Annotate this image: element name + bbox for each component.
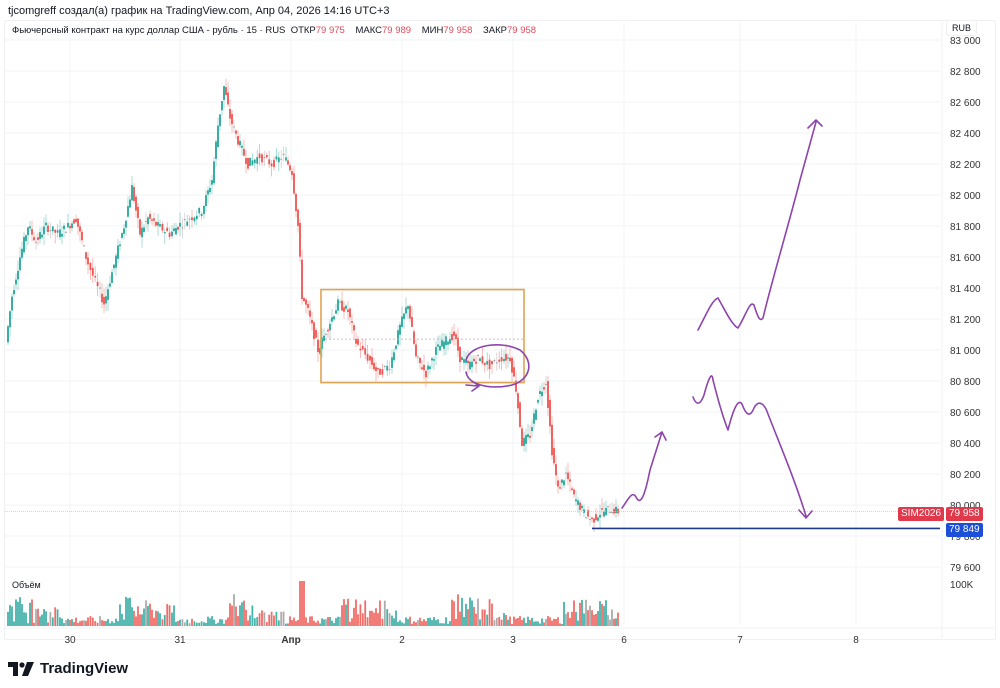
consolidation-circle (465, 344, 530, 392)
svg-text:Апр: Апр (281, 635, 300, 646)
svg-text:31: 31 (174, 635, 186, 646)
svg-text:6: 6 (621, 635, 627, 646)
close-label: ЗАКР (483, 25, 507, 36)
chart-credit: tjcomgreff создал(а) график на TradingVi… (8, 5, 390, 17)
svg-text:81 400: 81 400 (950, 284, 981, 295)
svg-text:8: 8 (853, 635, 859, 646)
open-label: ОТКР (290, 25, 316, 36)
svg-text:80 600: 80 600 (950, 408, 981, 419)
symbol-legend: Фьючерсный контракт на курс доллар США -… (12, 25, 544, 36)
svg-text:79 600: 79 600 (950, 563, 981, 574)
svg-text:81 600: 81 600 (950, 253, 981, 264)
svg-text:81 200: 81 200 (950, 315, 981, 326)
svg-text:79 800: 79 800 (950, 532, 981, 543)
currency-badge[interactable]: RUB (946, 20, 978, 36)
low-value: 79 958 (443, 25, 473, 36)
tradingview-logo-icon (8, 661, 34, 676)
candles (7, 78, 619, 532)
chart-frame (4, 20, 996, 640)
low-label: МИН (421, 25, 444, 36)
volume-bars (7, 581, 619, 626)
horizontal-line-price-tag: 79 849 (946, 523, 983, 537)
svg-text:80 200: 80 200 (950, 470, 981, 481)
svg-text:82 200: 82 200 (950, 160, 981, 171)
high-label: МАКС (355, 25, 383, 36)
bullish-scenario-arrow (697, 119, 823, 331)
svg-text:83 000: 83 000 (950, 36, 981, 47)
svg-text:80 000: 80 000 (950, 501, 981, 512)
logo-text: TradingView (40, 660, 129, 677)
svg-text:80 400: 80 400 (950, 439, 981, 450)
open-value: 79 975 (315, 25, 345, 36)
volume-scale-label: 100K (950, 580, 974, 591)
svg-text:80 800: 80 800 (950, 377, 981, 388)
svg-text:82 400: 82 400 (950, 129, 981, 140)
svg-text:3: 3 (510, 635, 516, 646)
up-arrow-short (621, 431, 667, 509)
svg-text:81 800: 81 800 (950, 222, 981, 233)
high-value: 79 989 (382, 25, 412, 36)
svg-text:82 800: 82 800 (950, 67, 981, 78)
svg-text:81 000: 81 000 (950, 346, 981, 357)
last-price-tag: 79 958 (946, 507, 983, 521)
close-value: 79 958 (506, 25, 537, 36)
symbol-title: Фьючерсный контракт на курс доллар США -… (12, 25, 286, 36)
svg-text:82 600: 82 600 (950, 98, 981, 109)
svg-text:30: 30 (64, 635, 76, 646)
range-box (320, 288, 525, 384)
svg-text:2: 2 (399, 635, 405, 646)
volume-title: Объём (12, 580, 41, 590)
bearish-scenario-arrow (692, 375, 813, 519)
svg-text:7: 7 (737, 635, 743, 646)
svg-text:82 000: 82 000 (950, 191, 981, 202)
symbol-price-tag: SIM2026 (898, 507, 945, 521)
tradingview-logo[interactable]: TradingView (8, 660, 128, 677)
